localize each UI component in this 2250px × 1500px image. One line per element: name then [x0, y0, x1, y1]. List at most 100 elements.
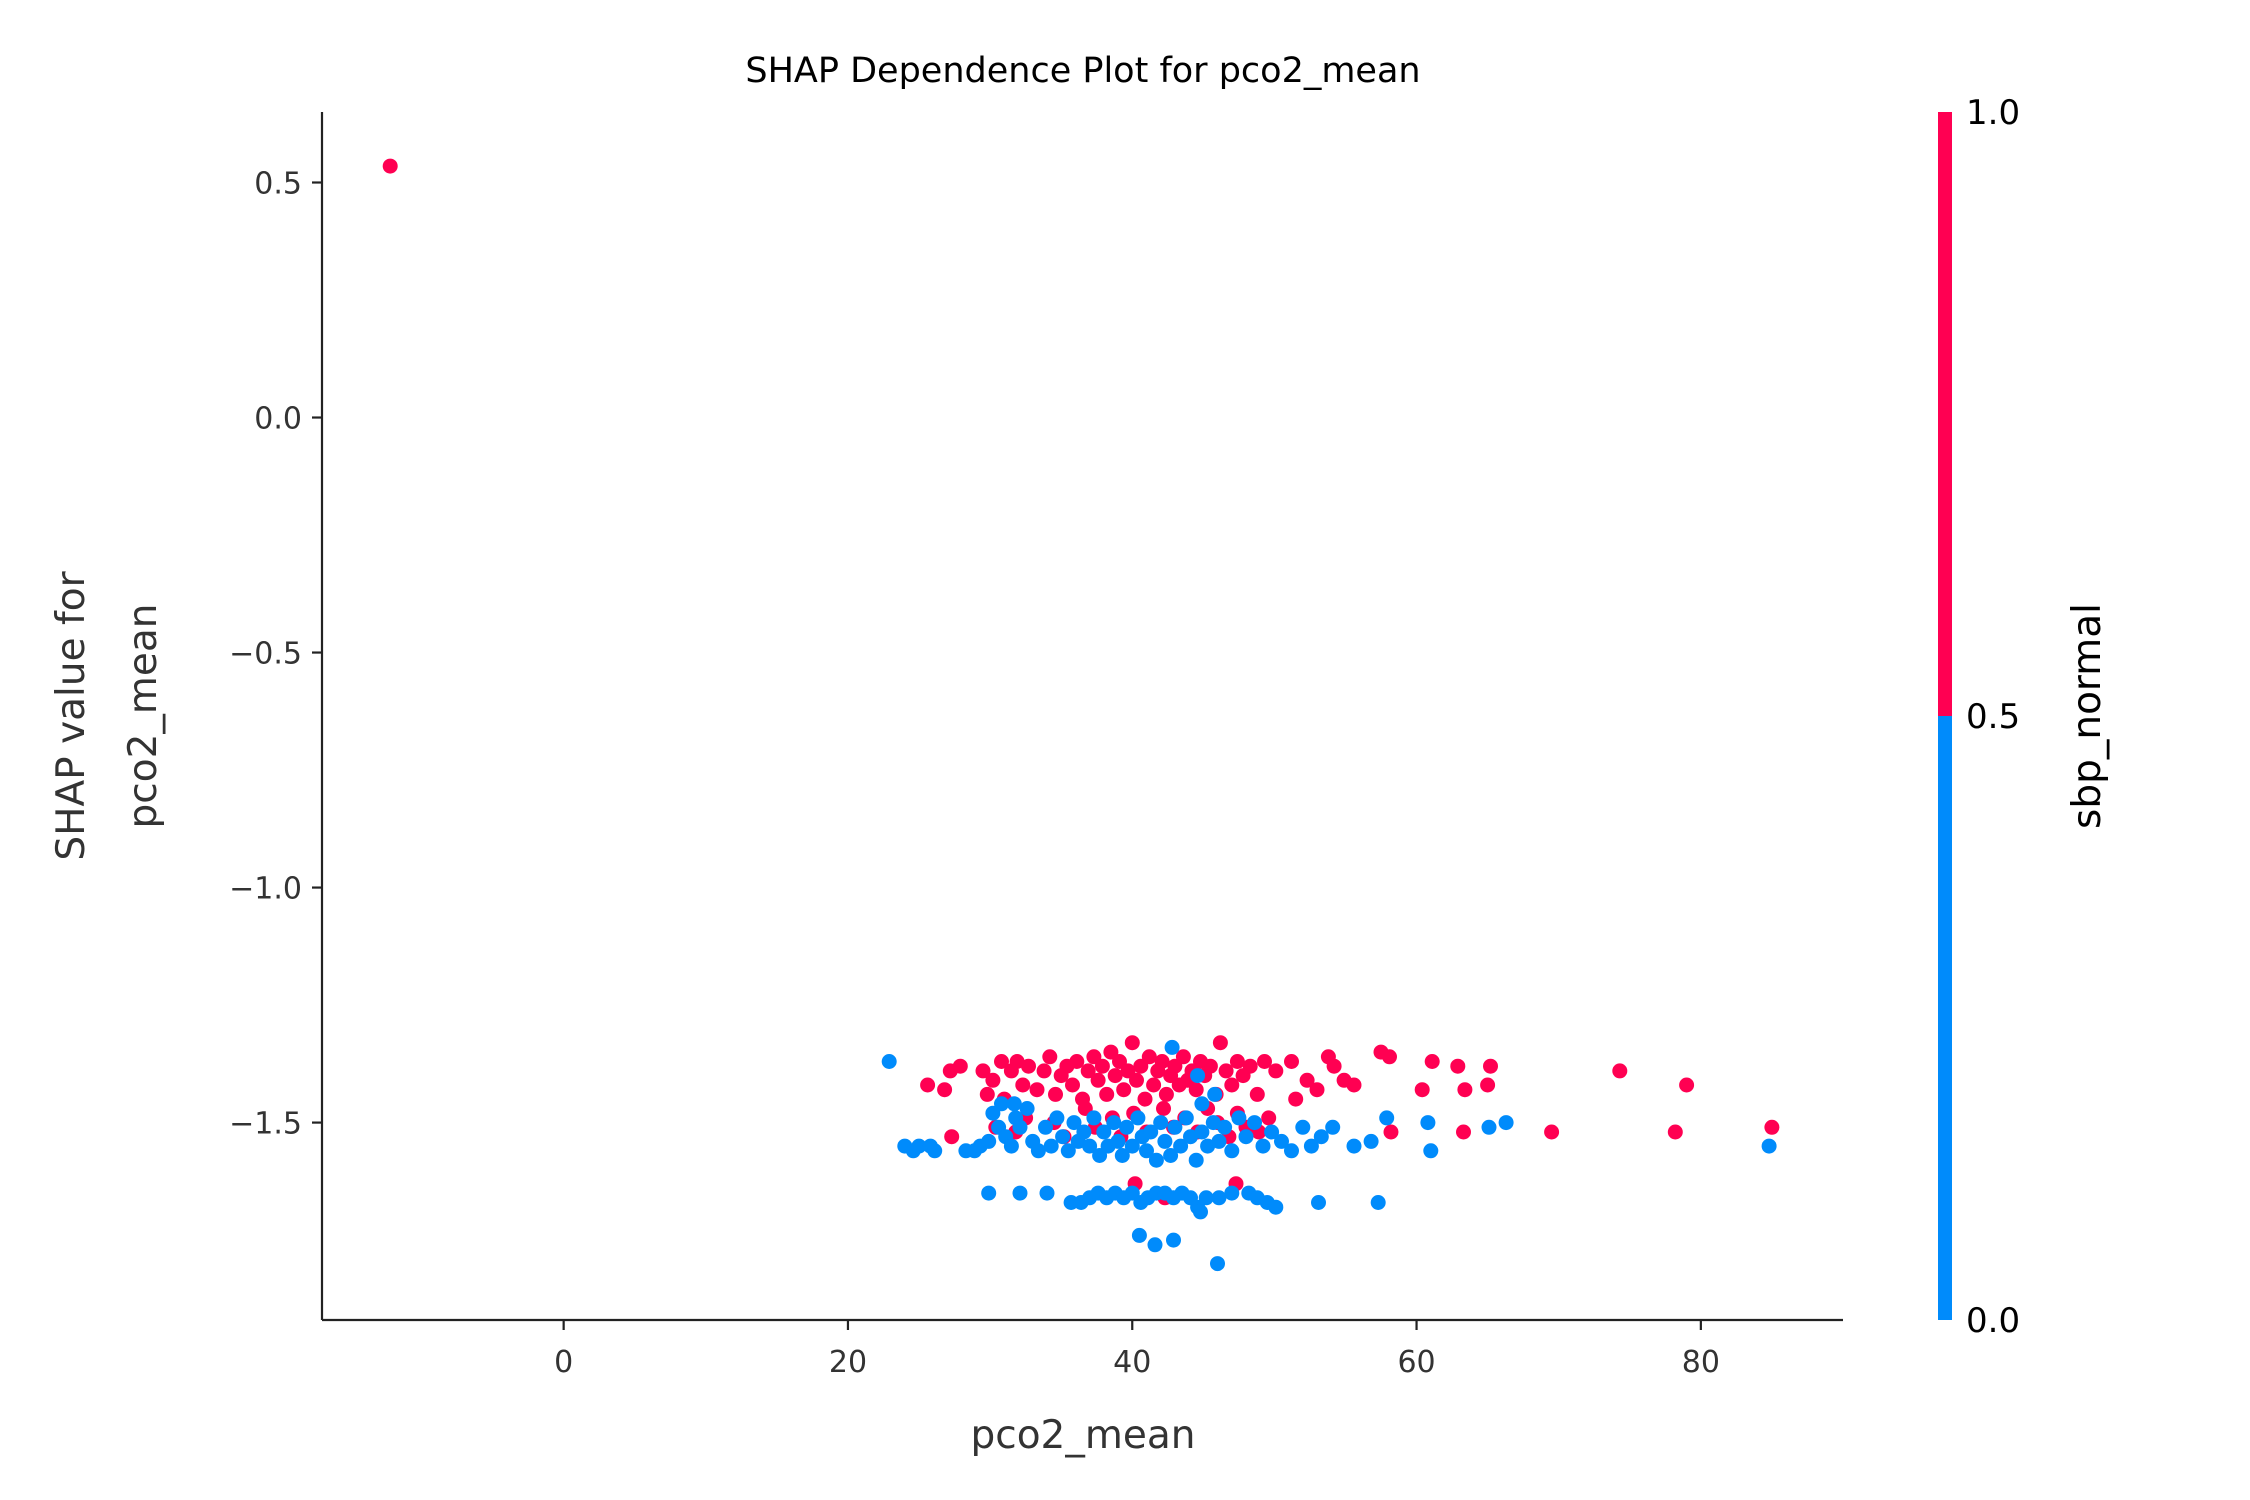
scatter-point	[1019, 1101, 1035, 1116]
scatter-point	[1268, 1063, 1284, 1079]
scatter-point	[1049, 1110, 1065, 1126]
scatter-point	[1147, 1237, 1163, 1253]
scatter-point	[1015, 1077, 1031, 1093]
colorbar	[1938, 112, 1952, 1320]
colorbar-tick-label: 0.5	[1966, 697, 2020, 737]
scatter-point	[1116, 1082, 1132, 1098]
scatter-point	[1480, 1077, 1496, 1093]
scatter-point	[1257, 1054, 1272, 1069]
scatter-point	[1211, 1133, 1227, 1149]
scatter-point	[1153, 1115, 1169, 1131]
scatter-point	[1383, 1124, 1399, 1140]
scatter-point	[1158, 1086, 1174, 1102]
colorbar-ticks: 0.0 0.5 1.0	[1966, 93, 2020, 1341]
scatter-point	[1156, 1101, 1171, 1116]
scatter-point	[1080, 1063, 1096, 1079]
scatter-point	[1055, 1129, 1071, 1145]
scatter-point	[1224, 1143, 1240, 1159]
scatter-point	[1198, 1190, 1214, 1206]
x-tick-label: 60	[1397, 1345, 1435, 1380]
scatter-point	[1224, 1185, 1240, 1201]
scatter-point	[1299, 1072, 1315, 1088]
scatter-point	[1211, 1190, 1227, 1206]
scatter-point	[1326, 1058, 1342, 1074]
x-tick-label: 20	[829, 1345, 867, 1380]
scatter-point	[1110, 1133, 1126, 1149]
scatter-point	[1194, 1124, 1210, 1140]
scatter-points	[382, 158, 1780, 1272]
y-axis-label-line-1: SHAP value for	[49, 570, 94, 860]
scatter-point	[1363, 1133, 1379, 1149]
scatter-point	[1012, 1119, 1028, 1135]
scatter-point	[1229, 1054, 1245, 1069]
scatter-point	[1029, 1082, 1045, 1098]
scatter-point	[1131, 1227, 1147, 1243]
scatter-point	[1065, 1077, 1080, 1093]
scatter-point	[1154, 1054, 1170, 1069]
y-tick-label: 0.5	[254, 167, 302, 202]
scatter-point	[1456, 1124, 1471, 1140]
scatter-point	[1303, 1138, 1319, 1154]
scatter-point	[1012, 1185, 1028, 1201]
scatter-point	[1190, 1068, 1206, 1084]
scatter-point	[1006, 1096, 1022, 1112]
colorbar-tick-label: 0.0	[1966, 1301, 2020, 1341]
scatter-point	[1090, 1072, 1106, 1088]
scatter-point	[1544, 1124, 1560, 1140]
scatter-point	[985, 1072, 1001, 1088]
scatter-point	[1210, 1256, 1225, 1272]
scatter-point	[1457, 1082, 1473, 1098]
scatter-point	[1346, 1077, 1362, 1093]
scatter-point	[1231, 1110, 1247, 1126]
scatter-point	[1137, 1091, 1153, 1107]
scatter-point	[1086, 1110, 1102, 1126]
y-axis-ticks: 0.5 0.0 −0.5 −1.0 −1.5	[229, 167, 322, 1142]
scatter-point	[1218, 1063, 1234, 1079]
scatter-point	[1423, 1143, 1439, 1159]
scatter-point	[1498, 1115, 1514, 1131]
scatter-point	[1124, 1035, 1140, 1051]
scatter-point	[927, 1143, 943, 1159]
x-tick-label: 80	[1682, 1345, 1720, 1380]
scatter-point	[1069, 1054, 1085, 1069]
scatter-point	[1420, 1115, 1436, 1131]
scatter-point	[1242, 1058, 1258, 1074]
scatter-point	[1030, 1143, 1046, 1159]
scatter-point	[1178, 1110, 1194, 1126]
scatter-point	[1284, 1054, 1299, 1069]
scatter-point	[1157, 1133, 1173, 1149]
scatter-point	[1667, 1124, 1683, 1140]
y-tick-label: −1.0	[229, 872, 302, 907]
scatter-point	[1099, 1086, 1115, 1102]
scatter-point	[1167, 1119, 1183, 1135]
scatter-point	[1194, 1096, 1210, 1112]
scatter-point	[1311, 1195, 1326, 1210]
scatter-point	[1247, 1115, 1262, 1131]
scatter-point	[1205, 1115, 1221, 1131]
scatter-point	[1043, 1138, 1059, 1154]
scatter-point	[1066, 1115, 1082, 1131]
scatter-point	[1048, 1086, 1063, 1102]
scatter-point	[1183, 1129, 1198, 1145]
scatter-point	[937, 1082, 953, 1098]
scatter-point	[1148, 1152, 1164, 1168]
scatter-point	[1107, 1068, 1123, 1084]
scatter-point	[994, 1054, 1009, 1069]
scatter-point	[1207, 1086, 1223, 1102]
scatter-point	[1679, 1077, 1695, 1093]
scatter-point	[1481, 1119, 1497, 1135]
scatter-point	[1166, 1232, 1181, 1248]
scatter-point	[1021, 1058, 1036, 1074]
scatter-point	[1450, 1058, 1466, 1074]
scatter-point	[382, 158, 398, 174]
x-axis-ticks: 0 20 40 60 80	[554, 1320, 1720, 1380]
scatter-point	[1164, 1039, 1180, 1055]
colorbar-tick-label: 1.0	[1966, 93, 2020, 133]
scatter-point	[994, 1096, 1009, 1112]
scatter-point	[1268, 1199, 1284, 1215]
scatter-point	[920, 1077, 936, 1093]
scatter-point	[1141, 1049, 1157, 1065]
y-tick-label: 0.0	[254, 402, 302, 437]
scatter-point	[981, 1185, 997, 1201]
